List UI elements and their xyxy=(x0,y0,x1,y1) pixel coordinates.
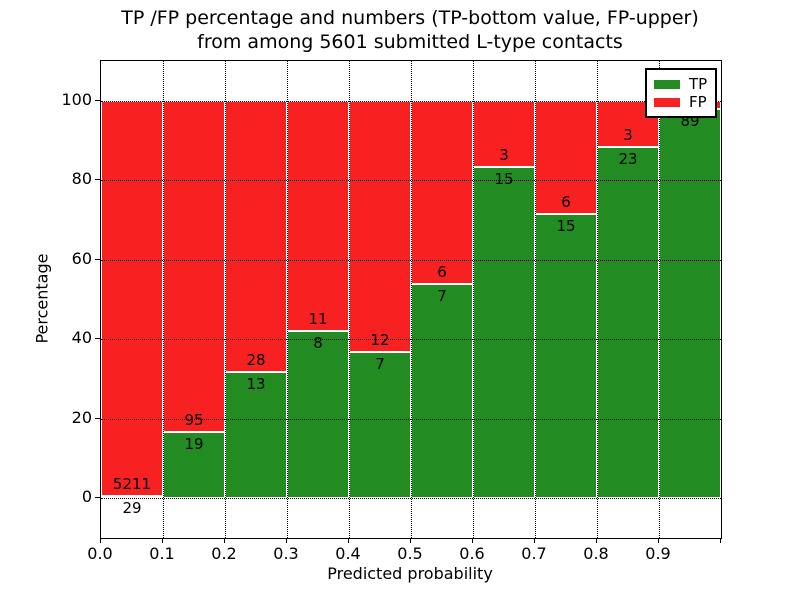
y-tick-label: 80 xyxy=(71,169,92,189)
x-tick-mark xyxy=(534,538,535,543)
fp-count-label: 3 xyxy=(499,146,509,164)
legend-item-tp: TP xyxy=(654,75,708,93)
x-tick-mark xyxy=(100,538,101,543)
x-tick-label: 0.0 xyxy=(87,544,113,563)
fp-count-label: 12 xyxy=(370,330,390,349)
tp-count-label: 15 xyxy=(556,217,576,236)
x-tick-mark xyxy=(162,538,163,543)
tp-bar-segment xyxy=(659,109,721,499)
fp-count-label: 95 xyxy=(184,411,204,429)
tp-bar-segment xyxy=(411,284,473,499)
x-tick-mark xyxy=(658,538,659,543)
x-tick-mark xyxy=(596,538,597,543)
chart-title: TP /FP percentage and numbers (TP-bottom… xyxy=(100,6,720,54)
x-tick-mark xyxy=(348,538,349,543)
y-tick-label: 0 xyxy=(81,487,92,507)
y-tick-mark xyxy=(95,99,100,101)
tp-bar-segment xyxy=(225,372,287,499)
y-axis-label: Percentage xyxy=(32,253,52,344)
v-gridline xyxy=(410,61,412,538)
y-tick-mark xyxy=(95,338,100,340)
fp-count-label: 6 xyxy=(561,193,571,212)
fp-count-label: 5211 xyxy=(112,475,152,494)
fp-bar-segment xyxy=(411,100,473,285)
legend-label-fp: FP xyxy=(689,93,707,111)
x-tick-mark xyxy=(410,538,411,543)
tp-count-label: 7 xyxy=(437,287,447,306)
legend-item-fp: FP xyxy=(654,93,708,111)
x-tick-label: 0.1 xyxy=(149,544,175,563)
v-gridline xyxy=(286,61,288,538)
fp-bar-segment xyxy=(163,100,225,432)
y-tick-mark xyxy=(95,258,100,260)
tp-bar-segment xyxy=(287,330,349,499)
fp-count-label: 11 xyxy=(308,309,328,328)
y-tick-label: 100 xyxy=(61,89,92,109)
x-tick-label: 0.8 xyxy=(583,544,609,563)
y-tick-mark xyxy=(95,497,100,499)
v-gridline xyxy=(162,61,164,538)
x-tick-label: 0.6 xyxy=(459,544,485,563)
x-tick-label: 0.5 xyxy=(397,544,423,563)
fp-bar-segment xyxy=(225,100,287,373)
tp-count-label: 8 xyxy=(313,333,323,352)
tp-count-label: 15 xyxy=(494,170,514,188)
fp-bar-segment xyxy=(101,100,163,497)
fp-count-label: 28 xyxy=(246,351,266,370)
fp-count-label: 6 xyxy=(437,263,447,282)
v-gridline xyxy=(472,61,474,538)
fp-swatch-icon xyxy=(654,97,680,107)
v-gridline xyxy=(658,61,660,538)
x-tick-label: 0.7 xyxy=(521,544,547,563)
x-axis-label: Predicted probability xyxy=(327,564,493,583)
v-gridline xyxy=(534,61,536,538)
tp-bar-segment xyxy=(473,167,535,499)
x-tick-label: 0.3 xyxy=(273,544,299,563)
v-gridline xyxy=(224,61,226,538)
tp-count-label: 19 xyxy=(184,435,204,453)
fp-bar-segment xyxy=(349,100,411,352)
tp-bar-segment xyxy=(349,351,411,499)
tp-count-label: 7 xyxy=(375,354,385,373)
fp-bar-segment xyxy=(287,100,349,331)
tp-swatch-icon xyxy=(654,79,680,89)
y-tick-label: 40 xyxy=(71,328,92,348)
x-tick-label: 0.2 xyxy=(211,544,237,563)
y-tick-mark xyxy=(95,179,100,181)
x-tick-label: 0.9 xyxy=(645,544,671,563)
y-tick-label: 20 xyxy=(71,407,92,427)
y-tick-label: 60 xyxy=(71,248,92,268)
x-tick-mark xyxy=(286,538,287,543)
fp-count-label: 3 xyxy=(623,125,633,144)
x-tick-label: 0.4 xyxy=(335,544,361,563)
x-tick-mark xyxy=(224,538,225,543)
chart-title-line2: from among 5601 submitted L-type contact… xyxy=(197,31,623,53)
tp-count-label: 13 xyxy=(246,375,266,394)
tp-bar-segment xyxy=(597,146,659,499)
tp-count-label: 29 xyxy=(122,499,142,518)
legend: TP FP xyxy=(645,68,717,118)
tp-bar-segment xyxy=(535,214,597,499)
x-tick-mark xyxy=(720,538,721,543)
plot-area: 5211 29 95 19 28 13 11 8 12 7 6 7 3 15 6 15 3 23 89 xyxy=(100,60,722,539)
x-tick-mark xyxy=(472,538,473,543)
y-tick-mark xyxy=(95,417,100,419)
chart-title-line1: TP /FP percentage and numbers (TP-bottom… xyxy=(121,7,699,29)
v-gridline xyxy=(348,61,350,538)
v-gridline xyxy=(596,61,598,538)
legend-label-tp: TP xyxy=(689,75,708,93)
tp-count-label: 23 xyxy=(618,149,638,168)
